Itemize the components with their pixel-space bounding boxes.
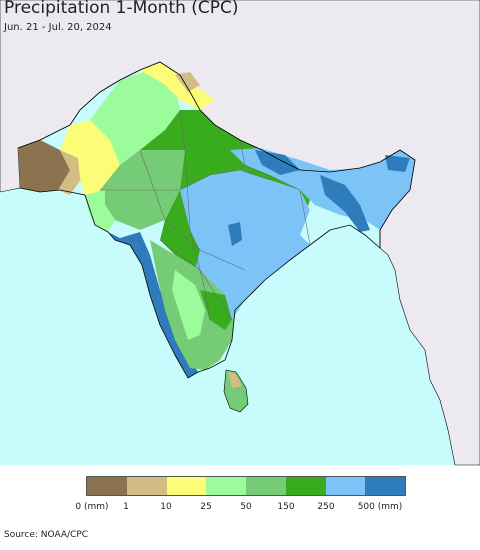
legend-swatch-3: [206, 477, 246, 495]
country-borders: [17, 61, 416, 379]
legend-label-6: 250: [317, 502, 335, 512]
state-borders: [100, 109, 311, 321]
region-northeast-darkblue: [255, 150, 410, 232]
legend-swatch-2: [166, 477, 207, 495]
legend-label-5: 150: [277, 502, 295, 512]
legend-swatch-0: [87, 477, 127, 495]
region-central-blue: [180, 170, 310, 295]
legend-swatch-4: [246, 477, 286, 495]
region-punjab-green: [90, 70, 180, 165]
legend-label-4: 50: [240, 502, 252, 512]
region-peninsula-lightgreen: [172, 270, 205, 340]
legend-label-2: 10: [160, 502, 172, 512]
legend-labels: 0 (mm) 1 10 25 50 150 250 500 (mm): [60, 502, 440, 516]
legend-swatch-7: [365, 477, 405, 495]
region-yellow-band: [60, 120, 120, 195]
map-date-range: Jun. 21 - Jul. 20, 2024: [4, 22, 112, 33]
legend-swatch-5: [285, 477, 326, 495]
region-west-coast: [108, 232, 198, 378]
legend-label-0: 0 (mm): [75, 502, 109, 512]
region-rajasthan: [100, 140, 185, 230]
region-central-darkblue: [228, 222, 242, 246]
source-credit: Source: NOAA/CPC: [4, 530, 89, 540]
region-pakistan-west: [18, 140, 70, 192]
legend-swatch-6: [325, 477, 366, 495]
legend-swatch-1: [126, 477, 167, 495]
legend-colorbar: [86, 476, 406, 496]
region-sri-lanka-north: [228, 372, 242, 388]
region-deccan-darkgreen: [200, 290, 235, 330]
region-sri-lanka: [223, 369, 249, 413]
legend-label-3: 25: [200, 502, 212, 512]
legend-label-7: 500 (mm): [357, 502, 403, 512]
region-gujarat-light: [85, 190, 115, 232]
region-tan-band: [58, 150, 82, 195]
region-kashmir-yellow: [140, 62, 215, 110]
legend-label-1: 1: [123, 502, 129, 512]
map-title: Precipitation 1-Month (CPC): [4, 0, 239, 18]
